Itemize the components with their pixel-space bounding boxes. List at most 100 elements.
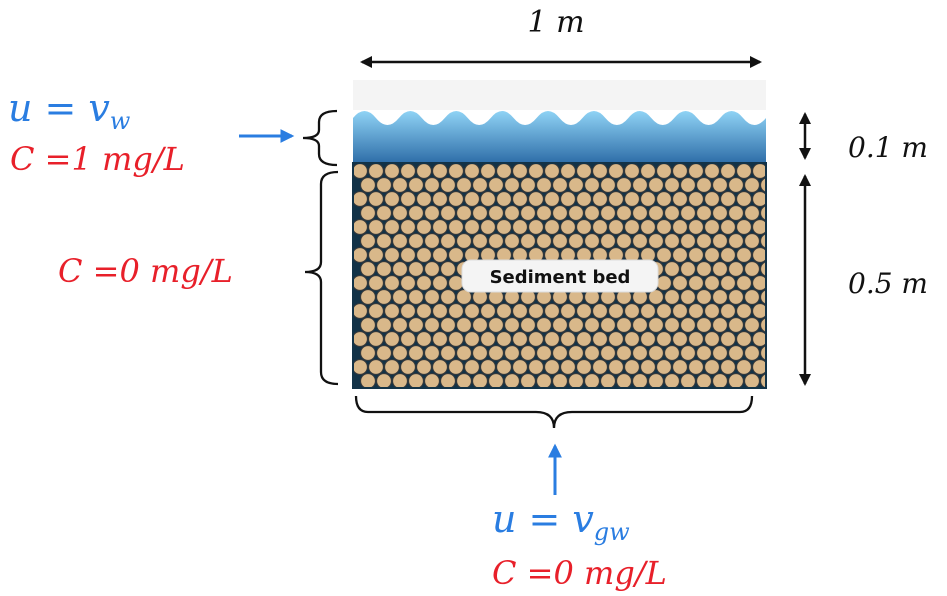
- sediment-grain: [688, 275, 704, 291]
- sediment-grain: [432, 359, 448, 375]
- sediment-grain: [584, 317, 600, 333]
- sediment-grain: [472, 233, 488, 249]
- sediment-grain: [353, 247, 368, 263]
- top-velocity-equation: u = vw: [8, 86, 131, 135]
- sediment-grain: [568, 345, 584, 361]
- sediment-grain: [592, 331, 608, 347]
- sediment-grain: [744, 177, 760, 193]
- sediment-grain: [376, 233, 392, 249]
- sediment-grain: [632, 177, 648, 193]
- sediment-grain: [528, 331, 544, 347]
- sediment-grain: [600, 177, 616, 193]
- sediment-grain: [624, 359, 640, 375]
- sediment-grain: [712, 345, 728, 361]
- sediment-grain: [384, 163, 400, 179]
- sediment-grain: [696, 373, 712, 388]
- sediment-grain: [432, 247, 448, 263]
- sediment-grain: [584, 373, 600, 388]
- sediment-grain: [712, 205, 728, 221]
- sediment-grain: [472, 177, 488, 193]
- sediment-grain: [456, 233, 472, 249]
- sediment-grain: [360, 373, 376, 388]
- sediment-grain: [616, 177, 632, 193]
- sediment-grain: [680, 373, 696, 388]
- sediment-grain: [368, 275, 384, 291]
- sediment-grain: [368, 219, 384, 235]
- sediment-grain: [616, 317, 632, 333]
- sediment-grain: [728, 373, 744, 388]
- sediment-grain: [576, 191, 592, 207]
- sediment-grain: [568, 177, 584, 193]
- sediment-grain: [728, 345, 744, 361]
- sediment-grain: [704, 219, 720, 235]
- sediment-grain: [360, 289, 376, 305]
- sediment-grain: [440, 317, 456, 333]
- sediment-grain: [632, 373, 648, 388]
- sediment-grain: [672, 275, 688, 291]
- sediment-grain: [576, 303, 592, 319]
- sediment-grain: [472, 373, 488, 388]
- sediment-grain: [400, 331, 416, 347]
- sediment-grain: [480, 331, 496, 347]
- sediment-grain: [672, 359, 688, 375]
- sediment-grain: [680, 261, 696, 277]
- sediment-grain: [448, 303, 464, 319]
- sediment-grain: [392, 261, 408, 277]
- sediment-grain: [353, 359, 368, 375]
- sediment-grain: [576, 331, 592, 347]
- sediment-grain: [616, 205, 632, 221]
- sediment-grain: [448, 191, 464, 207]
- sediment-grain: [712, 373, 728, 388]
- sediment-grain: [416, 303, 432, 319]
- sediment-grain: [680, 345, 696, 361]
- sediment-grain: [432, 219, 448, 235]
- sediment-grain: [720, 191, 736, 207]
- sediment-grain: [688, 219, 704, 235]
- sediment-grain: [408, 233, 424, 249]
- sediment-border: [352, 162, 767, 389]
- sediment-grain: [592, 191, 608, 207]
- sediment-grain: [744, 345, 760, 361]
- sediment-grain: [680, 289, 696, 305]
- sediment-grain: [648, 233, 664, 249]
- sediment-grain: [760, 289, 766, 305]
- sediment-grain: [464, 163, 480, 179]
- sediment-grain: [752, 247, 766, 263]
- sediment-grain: [536, 317, 552, 333]
- sediment-grain: [744, 261, 760, 277]
- sediment-grain: [616, 233, 632, 249]
- sediment-grain: [736, 163, 752, 179]
- sediment-grain: [640, 163, 656, 179]
- sediment-grain: [560, 331, 576, 347]
- sediment-grain: [576, 163, 592, 179]
- sediment-grain: [528, 219, 544, 235]
- sediment-grain: [584, 205, 600, 221]
- sediment-grain: [368, 191, 384, 207]
- sediment-grain: [424, 373, 440, 388]
- sediment-grain: [680, 177, 696, 193]
- sediment-grain: [440, 345, 456, 361]
- sediment-grain: [624, 219, 640, 235]
- sediment-grain: [712, 261, 728, 277]
- sediment-grain: [704, 359, 720, 375]
- sediment-grain: [728, 205, 744, 221]
- sediment-grain: [360, 205, 376, 221]
- sediment-grain: [512, 163, 528, 179]
- sediment-grain: [400, 163, 416, 179]
- sediment-grain: [368, 163, 384, 179]
- sediment-grain: [408, 177, 424, 193]
- sediment-grain: [368, 303, 384, 319]
- sediment-grain: [360, 233, 376, 249]
- sediment-grain: [448, 219, 464, 235]
- sediment-grain: [400, 303, 416, 319]
- sediment-grain: [440, 177, 456, 193]
- sediment-grain: [632, 317, 648, 333]
- sediment-grain: [664, 261, 680, 277]
- sediment-grain: [368, 331, 384, 347]
- sediment-grain: [384, 275, 400, 291]
- sediment-grain: [496, 331, 512, 347]
- sediment-grain: [408, 345, 424, 361]
- sediment-grain: [600, 345, 616, 361]
- sediment-grain: [752, 219, 766, 235]
